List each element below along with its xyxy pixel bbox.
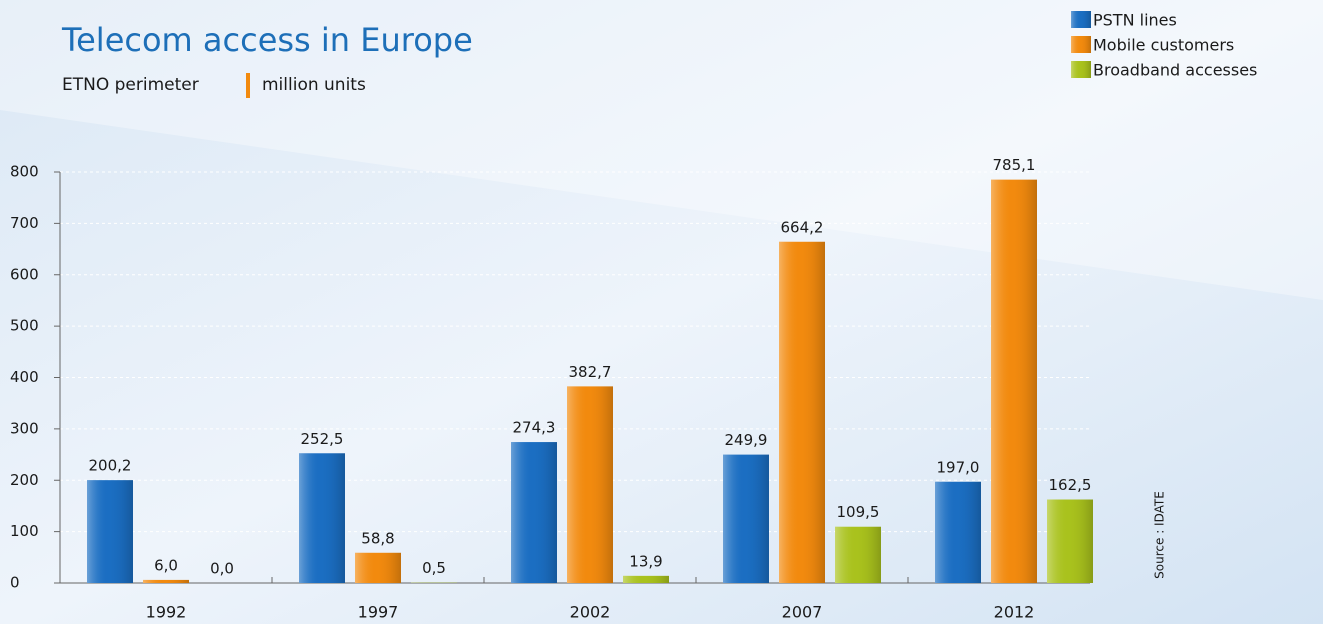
value-label: 252,5 bbox=[301, 430, 344, 448]
legend-label: Broadband accesses bbox=[1093, 61, 1257, 80]
y-tick-label: 200 bbox=[10, 471, 39, 489]
value-label: 664,2 bbox=[781, 218, 824, 236]
y-tick-label: 500 bbox=[10, 317, 39, 335]
value-label: 274,3 bbox=[513, 419, 556, 437]
bar-shade bbox=[723, 454, 769, 583]
legend-label: Mobile customers bbox=[1093, 36, 1234, 55]
bar-shade bbox=[991, 179, 1037, 583]
bar-shade bbox=[779, 241, 825, 583]
y-tick-label: 400 bbox=[10, 368, 39, 386]
bar-shade bbox=[623, 575, 669, 583]
value-label: 6,0 bbox=[154, 556, 178, 574]
bar-shade bbox=[143, 579, 189, 583]
subtitle: ETNO perimeter bbox=[62, 75, 199, 95]
chart-title: Telecom access in Europe bbox=[61, 21, 473, 59]
value-label: 200,2 bbox=[89, 457, 132, 475]
x-tick-label: 2007 bbox=[782, 603, 823, 622]
value-label: 13,9 bbox=[629, 552, 662, 570]
bar-shade bbox=[87, 480, 133, 583]
value-label: 382,7 bbox=[569, 363, 612, 381]
bar-shade bbox=[1047, 499, 1093, 583]
bar-shade bbox=[835, 526, 881, 583]
value-label: 0,0 bbox=[210, 560, 234, 578]
x-tick-label: 2012 bbox=[994, 603, 1035, 622]
y-tick-label: 600 bbox=[10, 265, 39, 283]
bar-shade bbox=[567, 386, 613, 583]
x-tick-label: 1992 bbox=[146, 603, 187, 622]
bar-shade bbox=[355, 552, 401, 583]
bar-shade bbox=[511, 442, 557, 583]
x-tick-label: 1997 bbox=[358, 603, 399, 622]
value-label: 197,0 bbox=[937, 458, 980, 476]
y-tick-label: 100 bbox=[10, 522, 39, 540]
legend-swatch-shade bbox=[1071, 61, 1091, 78]
value-label: 58,8 bbox=[361, 529, 394, 547]
bar-shade bbox=[935, 481, 981, 583]
subtitle-separator bbox=[246, 73, 250, 98]
source-note: Source : IDATE bbox=[1153, 491, 1167, 579]
value-label: 109,5 bbox=[837, 503, 880, 521]
value-label: 785,1 bbox=[993, 156, 1036, 174]
y-tick-label: 800 bbox=[10, 163, 39, 181]
y-tick-label: 0 bbox=[10, 574, 20, 592]
y-tick-label: 700 bbox=[10, 214, 39, 232]
subtitle: million units bbox=[262, 75, 366, 95]
x-tick-label: 2002 bbox=[570, 603, 611, 622]
y-tick-label: 300 bbox=[10, 419, 39, 437]
legend-swatch-shade bbox=[1071, 11, 1091, 28]
value-label: 0,5 bbox=[422, 559, 446, 577]
value-label: 249,9 bbox=[725, 431, 768, 449]
legend-swatch-shade bbox=[1071, 36, 1091, 53]
value-label: 162,5 bbox=[1049, 476, 1092, 494]
legend-label: PSTN lines bbox=[1093, 11, 1177, 30]
bar-shade bbox=[299, 453, 345, 583]
